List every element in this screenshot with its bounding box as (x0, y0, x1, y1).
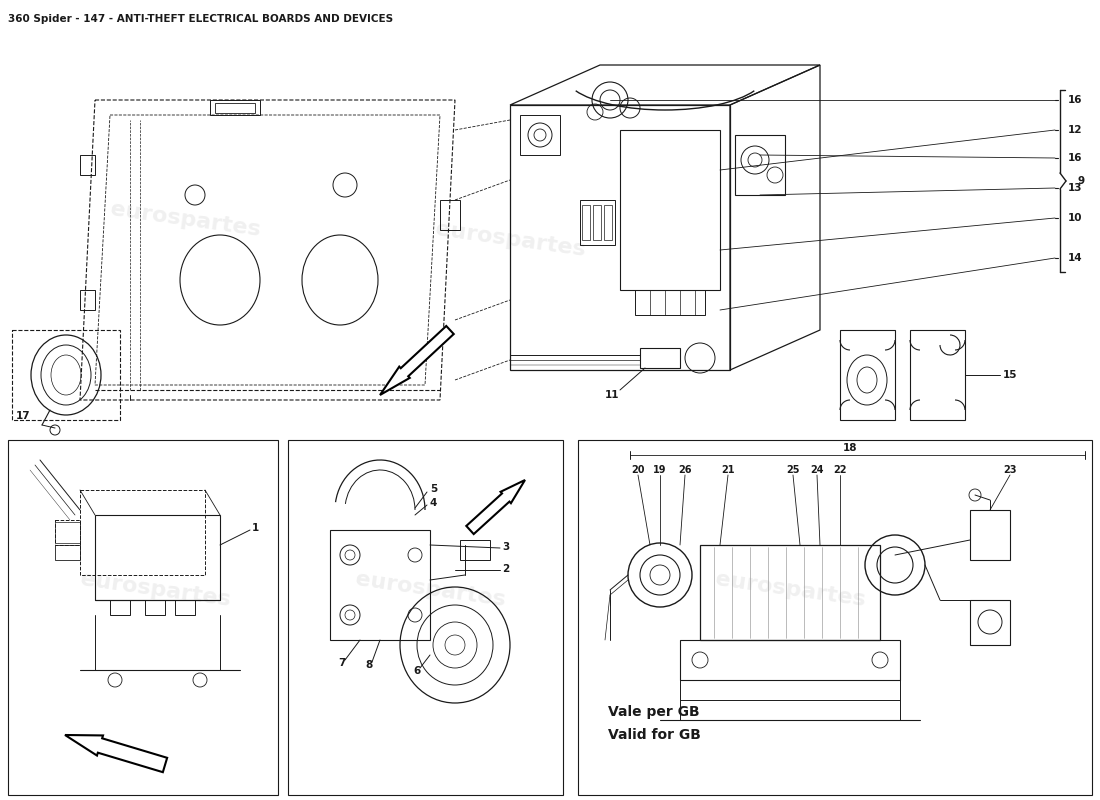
Text: 20: 20 (631, 465, 645, 475)
Text: Vale per GB: Vale per GB (608, 705, 700, 719)
Polygon shape (65, 735, 167, 772)
Text: 25: 25 (786, 465, 800, 475)
Text: 21: 21 (722, 465, 735, 475)
Text: 11: 11 (605, 390, 619, 400)
Text: 26: 26 (679, 465, 692, 475)
Text: 360 Spider - 147 - ANTI-THEFT ELECTRICAL BOARDS AND DEVICES: 360 Spider - 147 - ANTI-THEFT ELECTRICAL… (8, 14, 393, 24)
Text: 23: 23 (1003, 465, 1016, 475)
Text: 6: 6 (412, 666, 420, 676)
Text: 16: 16 (1068, 95, 1082, 105)
Text: 7: 7 (338, 658, 345, 668)
Text: 24: 24 (811, 465, 824, 475)
Text: eurospartes: eurospartes (433, 219, 586, 261)
Text: 10: 10 (1068, 213, 1082, 223)
Text: 8: 8 (365, 660, 372, 670)
Text: 22: 22 (834, 465, 847, 475)
Polygon shape (466, 480, 525, 534)
Text: 2: 2 (502, 564, 509, 574)
Text: 17: 17 (16, 411, 31, 421)
Text: 9: 9 (1078, 176, 1085, 186)
Text: 1: 1 (252, 523, 260, 533)
Text: eurospartes: eurospartes (78, 570, 231, 610)
Text: 14: 14 (1068, 253, 1082, 263)
Text: 4: 4 (430, 498, 438, 508)
Text: 16: 16 (1068, 153, 1082, 163)
Text: eurospartes: eurospartes (353, 570, 506, 610)
Text: 15: 15 (1003, 370, 1018, 380)
Text: 18: 18 (843, 443, 857, 453)
Text: 12: 12 (1068, 125, 1082, 135)
Text: 19: 19 (653, 465, 667, 475)
Polygon shape (379, 326, 453, 395)
Text: eurospartes: eurospartes (109, 199, 262, 241)
Text: 13: 13 (1068, 183, 1082, 193)
Text: 3: 3 (502, 542, 509, 552)
Text: Valid for GB: Valid for GB (608, 728, 701, 742)
Text: eurospartes: eurospartes (714, 570, 867, 610)
Text: 5: 5 (430, 484, 438, 494)
